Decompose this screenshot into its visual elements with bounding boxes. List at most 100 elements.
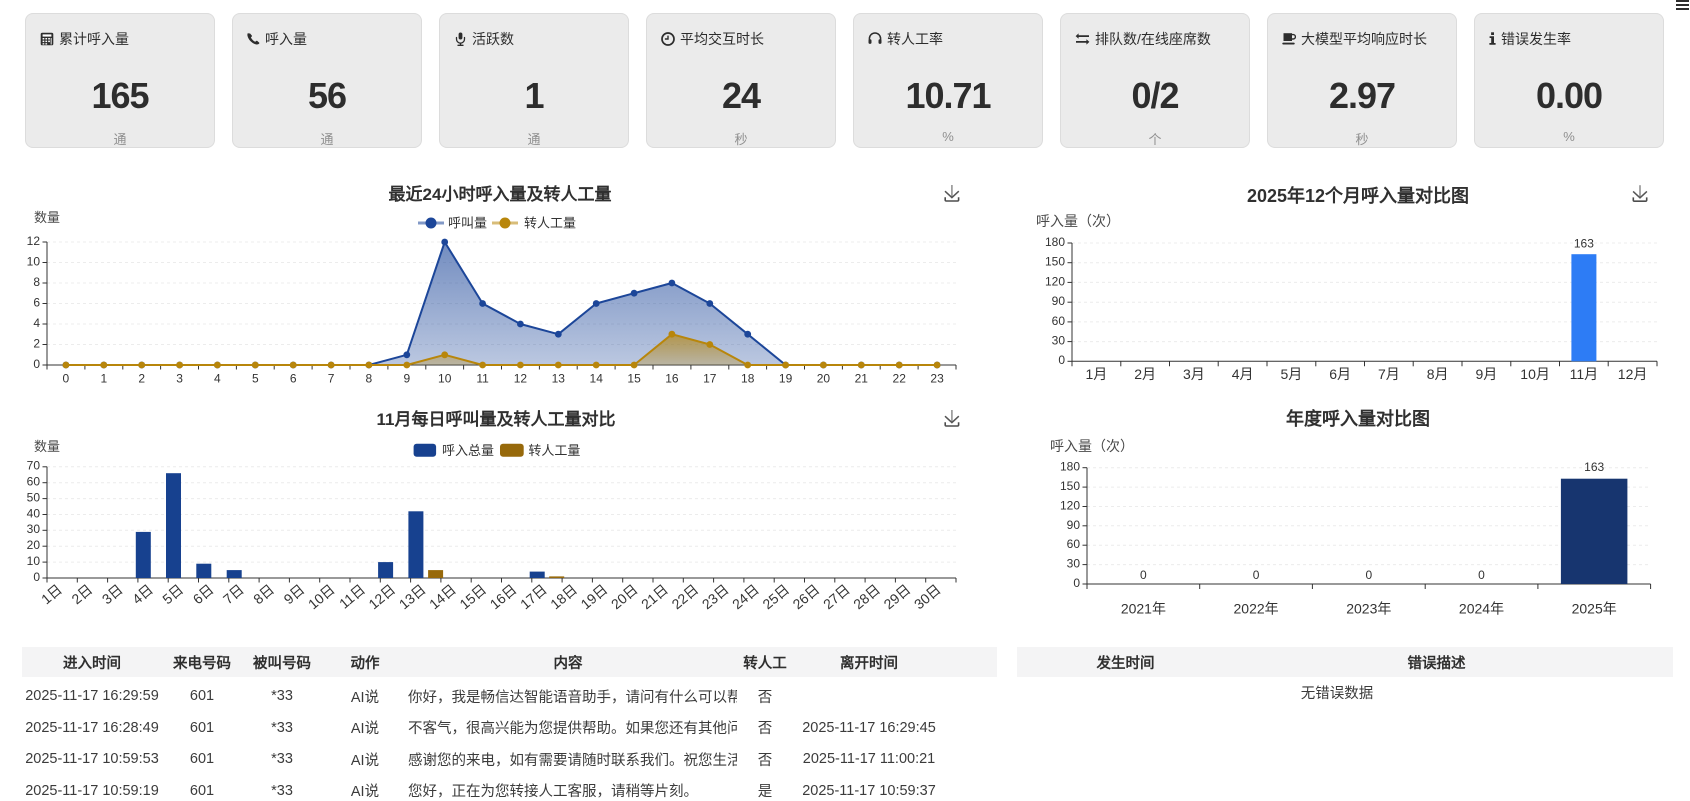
svg-text:最近24小时呼入量及转人工量: 最近24小时呼入量及转人工量 bbox=[389, 184, 612, 204]
svg-text:30: 30 bbox=[27, 522, 41, 536]
svg-text:0: 0 bbox=[1140, 568, 1147, 582]
svg-text:2: 2 bbox=[33, 336, 40, 350]
svg-text:2025年12个月呼入量对比图: 2025年12个月呼入量对比图 bbox=[1247, 185, 1469, 206]
svg-text:24日: 24日 bbox=[729, 581, 762, 612]
svg-text:16: 16 bbox=[665, 372, 679, 386]
svg-text:22: 22 bbox=[893, 372, 907, 386]
svg-text:8月: 8月 bbox=[1427, 366, 1449, 382]
svg-text:6日: 6日 bbox=[190, 581, 217, 607]
svg-text:6: 6 bbox=[33, 295, 40, 309]
svg-text:3月: 3月 bbox=[1183, 366, 1205, 382]
svg-text:3: 3 bbox=[176, 372, 183, 386]
svg-text:0: 0 bbox=[1253, 568, 1260, 582]
svg-text:2日: 2日 bbox=[68, 581, 95, 607]
svg-text:30: 30 bbox=[1067, 557, 1081, 571]
svg-text:10: 10 bbox=[27, 554, 41, 568]
svg-text:11月: 11月 bbox=[1570, 366, 1599, 382]
svg-text:180: 180 bbox=[1045, 235, 1065, 249]
svg-text:1: 1 bbox=[100, 372, 107, 386]
svg-text:90: 90 bbox=[1052, 294, 1066, 308]
svg-text:150: 150 bbox=[1060, 479, 1080, 493]
svg-text:呼叫量: 呼叫量 bbox=[448, 216, 487, 231]
svg-text:25日: 25日 bbox=[759, 581, 792, 612]
svg-text:2023年: 2023年 bbox=[1346, 600, 1391, 616]
svg-text:21: 21 bbox=[855, 372, 869, 386]
svg-text:70: 70 bbox=[27, 459, 41, 473]
svg-text:8: 8 bbox=[33, 275, 40, 289]
svg-text:10日: 10日 bbox=[305, 581, 338, 612]
svg-text:12: 12 bbox=[514, 372, 528, 386]
svg-text:12日: 12日 bbox=[365, 581, 398, 612]
svg-text:120: 120 bbox=[1060, 498, 1080, 512]
svg-text:12: 12 bbox=[27, 234, 41, 248]
svg-text:13: 13 bbox=[552, 372, 566, 386]
svg-text:19日: 19日 bbox=[578, 581, 611, 612]
svg-text:15: 15 bbox=[627, 372, 641, 386]
svg-text:60: 60 bbox=[1067, 537, 1081, 551]
svg-text:40: 40 bbox=[27, 506, 41, 520]
svg-text:4月: 4月 bbox=[1232, 366, 1254, 382]
svg-text:17日: 17日 bbox=[517, 581, 550, 612]
svg-text:17: 17 bbox=[703, 372, 717, 386]
svg-text:转人工量: 转人工量 bbox=[528, 443, 580, 458]
svg-text:7日: 7日 bbox=[220, 581, 247, 607]
svg-text:60: 60 bbox=[1052, 314, 1066, 328]
svg-text:年度呼入量对比图: 年度呼入量对比图 bbox=[1286, 408, 1430, 429]
svg-text:转人工量: 转人工量 bbox=[524, 216, 576, 231]
svg-text:呼入量（次）: 呼入量（次） bbox=[1050, 438, 1134, 454]
svg-text:14: 14 bbox=[590, 372, 604, 386]
svg-text:4: 4 bbox=[214, 372, 221, 386]
svg-text:1月: 1月 bbox=[1086, 366, 1108, 382]
svg-text:2021年: 2021年 bbox=[1121, 600, 1166, 616]
svg-text:13日: 13日 bbox=[396, 581, 429, 612]
svg-text:3日: 3日 bbox=[99, 581, 126, 607]
svg-text:1日: 1日 bbox=[38, 581, 65, 607]
svg-text:6: 6 bbox=[290, 372, 297, 386]
svg-text:0: 0 bbox=[33, 357, 40, 371]
svg-text:15日: 15日 bbox=[456, 581, 489, 612]
svg-text:呼入量（次）: 呼入量（次） bbox=[1036, 213, 1120, 229]
svg-text:11月每日呼叫量及转人工量对比: 11月每日呼叫量及转人工量对比 bbox=[377, 409, 616, 429]
svg-text:2022年: 2022年 bbox=[1234, 600, 1279, 616]
svg-text:7月: 7月 bbox=[1378, 366, 1400, 382]
svg-text:数量: 数量 bbox=[34, 210, 60, 225]
svg-text:150: 150 bbox=[1045, 255, 1065, 269]
svg-text:11日: 11日 bbox=[336, 581, 368, 612]
svg-text:10: 10 bbox=[438, 372, 452, 386]
svg-text:呼入总量: 呼入总量 bbox=[442, 443, 494, 458]
svg-text:19: 19 bbox=[779, 372, 793, 386]
svg-text:6月: 6月 bbox=[1329, 366, 1351, 382]
svg-text:23日: 23日 bbox=[699, 581, 732, 612]
svg-text:7: 7 bbox=[328, 372, 335, 386]
svg-text:9: 9 bbox=[403, 372, 410, 386]
svg-text:28日: 28日 bbox=[850, 581, 883, 612]
svg-text:10: 10 bbox=[27, 254, 41, 268]
svg-text:5月: 5月 bbox=[1281, 366, 1303, 382]
svg-text:22日: 22日 bbox=[668, 581, 701, 612]
svg-text:9月: 9月 bbox=[1476, 366, 1498, 382]
svg-text:0: 0 bbox=[1073, 576, 1080, 590]
svg-text:8日: 8日 bbox=[250, 581, 277, 607]
svg-text:12月: 12月 bbox=[1618, 366, 1648, 382]
svg-text:30日: 30日 bbox=[911, 581, 944, 612]
svg-text:18: 18 bbox=[741, 372, 755, 386]
svg-text:10月: 10月 bbox=[1520, 366, 1550, 382]
svg-text:21日: 21日 bbox=[638, 581, 671, 612]
svg-text:0: 0 bbox=[1058, 353, 1065, 367]
svg-text:60: 60 bbox=[27, 475, 41, 489]
svg-text:18日: 18日 bbox=[547, 581, 580, 612]
svg-text:14日: 14日 bbox=[426, 581, 459, 612]
svg-text:5日: 5日 bbox=[159, 581, 186, 607]
svg-text:23: 23 bbox=[930, 372, 944, 386]
svg-text:120: 120 bbox=[1045, 274, 1065, 288]
svg-text:0: 0 bbox=[1365, 568, 1372, 582]
svg-text:0: 0 bbox=[33, 570, 40, 584]
svg-text:50: 50 bbox=[27, 491, 41, 505]
svg-text:180: 180 bbox=[1060, 460, 1080, 474]
svg-text:27日: 27日 bbox=[820, 581, 853, 612]
svg-text:2025年: 2025年 bbox=[1572, 600, 1617, 616]
svg-text:2024年: 2024年 bbox=[1459, 600, 1504, 616]
svg-text:90: 90 bbox=[1067, 518, 1081, 532]
svg-text:163: 163 bbox=[1574, 237, 1594, 251]
svg-text:26日: 26日 bbox=[790, 581, 823, 612]
